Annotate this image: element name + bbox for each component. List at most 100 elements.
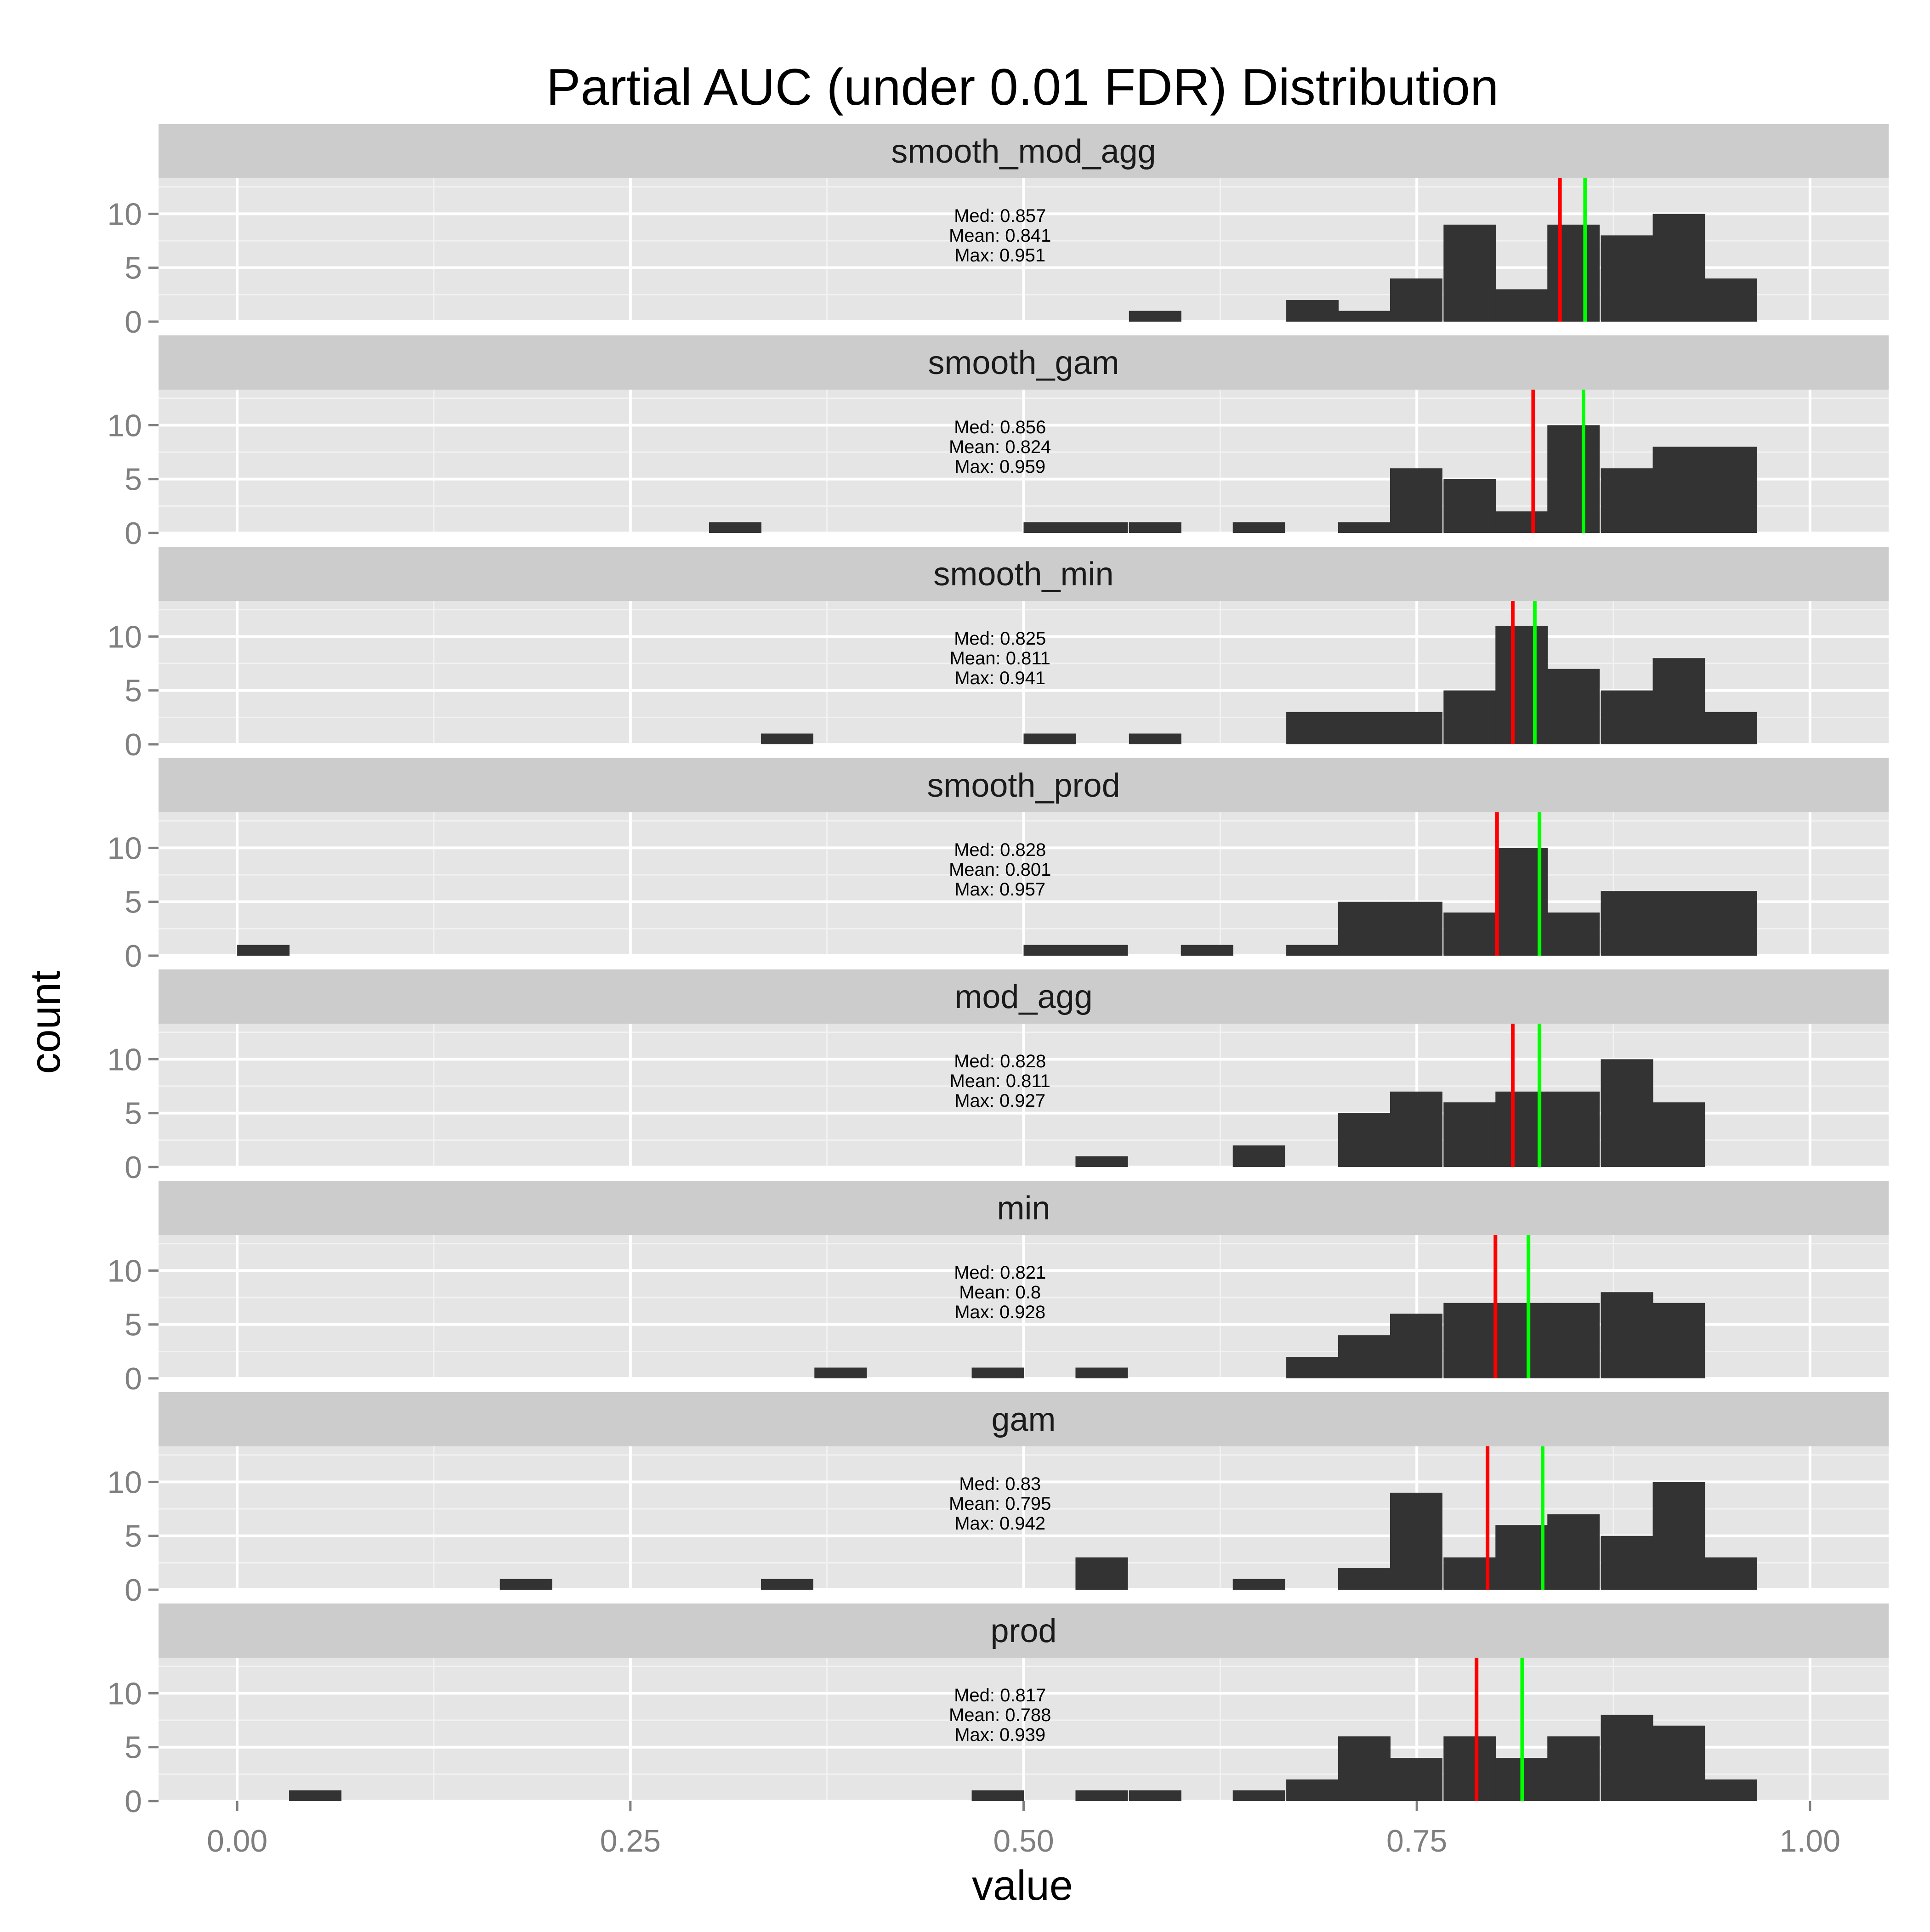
histogram-bar — [1232, 1790, 1285, 1801]
histogram-bar — [1390, 278, 1442, 322]
y-tick-label: 10 — [107, 1042, 142, 1077]
stats-annotation-line: Mean: 0.788 — [949, 1705, 1051, 1725]
histogram-bar — [1443, 224, 1496, 322]
histogram-bar — [1232, 522, 1285, 533]
stats-annotation-line: Med: 0.83 — [959, 1474, 1041, 1494]
y-tick-label: 5 — [125, 251, 142, 286]
y-tick-label: 10 — [107, 831, 142, 866]
facet-strip — [159, 547, 1889, 601]
histogram-bar — [1390, 901, 1442, 956]
histogram-bar — [1023, 945, 1076, 956]
histogram-bar — [1338, 901, 1391, 956]
histogram-bar — [1023, 522, 1076, 533]
stats-annotation-line: Max: 0.957 — [954, 879, 1045, 900]
y-tick-label: 10 — [107, 408, 142, 443]
stats-annotation-line: Med: 0.825 — [954, 629, 1046, 649]
histogram-bar — [1232, 1579, 1285, 1590]
histogram-bar — [1443, 1303, 1496, 1378]
histogram-bar — [1547, 224, 1600, 322]
x-tick-label: 1.00 — [1780, 1824, 1840, 1858]
y-tick-label: 5 — [125, 674, 142, 708]
histogram-bar — [1075, 1790, 1128, 1801]
y-tick-label: 0 — [125, 1150, 142, 1185]
y-tick-label: 10 — [107, 619, 142, 654]
facet-strip-label: smooth_gam — [928, 345, 1119, 381]
histogram-bar — [1547, 1303, 1600, 1378]
histogram-bar — [1443, 1736, 1496, 1801]
histogram-bar — [1443, 479, 1496, 533]
histogram-bar — [1601, 1059, 1653, 1167]
y-tick-label: 10 — [107, 1465, 142, 1500]
histogram-bar — [761, 733, 813, 744]
histogram-bar — [1286, 1357, 1339, 1378]
stats-annotation-line: Mean: 0.811 — [949, 1071, 1050, 1091]
histogram-bar — [1129, 311, 1181, 322]
stats-annotation-line: Med: 0.828 — [954, 840, 1046, 860]
histogram-bar — [1338, 1113, 1391, 1167]
histogram-bar — [1129, 522, 1181, 533]
histogram-bar — [1704, 891, 1757, 956]
histogram-bar — [1652, 1102, 1705, 1167]
facet-strip-label: mod_agg — [954, 979, 1092, 1015]
histogram-bar — [1390, 468, 1442, 533]
histogram-bar — [1547, 1091, 1600, 1167]
histogram-bar — [814, 1367, 867, 1378]
stats-annotation-line: Max: 0.951 — [954, 245, 1045, 266]
histogram-bar — [971, 1367, 1024, 1378]
histogram-bar — [1704, 278, 1757, 322]
histogram-bar — [1286, 712, 1339, 744]
facet-strip — [159, 1181, 1889, 1235]
facet-strip — [159, 758, 1889, 812]
histogram-bar — [1704, 1779, 1757, 1801]
histogram-bar — [1338, 311, 1391, 322]
y-tick-label: 0 — [125, 1361, 142, 1396]
y-tick-label: 0 — [125, 939, 142, 974]
histogram-bar — [1547, 1736, 1600, 1801]
histogram-bar — [1023, 733, 1076, 744]
histogram-bar — [1601, 1292, 1653, 1378]
histogram-bar — [1075, 522, 1128, 533]
stats-annotation-line: Med: 0.857 — [954, 206, 1046, 226]
histogram-bar — [1547, 425, 1600, 533]
histogram-bar — [1390, 1492, 1442, 1590]
y-tick-label: 0 — [125, 516, 142, 551]
histogram-bar — [1652, 1482, 1705, 1590]
y-tick-label: 10 — [107, 1253, 142, 1288]
y-tick-label: 5 — [125, 1096, 142, 1131]
facet-strip-label: gam — [991, 1401, 1056, 1438]
y-tick-label: 10 — [107, 197, 142, 232]
histogram-bar — [1547, 912, 1600, 956]
histogram-bar — [1338, 712, 1391, 744]
facet-strip — [159, 335, 1889, 390]
histogram-bar — [1129, 733, 1181, 744]
histogram-bar — [1075, 1557, 1128, 1590]
histogram-bar — [1390, 1758, 1442, 1801]
histogram-bar — [1652, 658, 1705, 744]
histogram-bar — [1652, 1303, 1705, 1378]
histogram-bar — [1495, 1303, 1548, 1378]
histogram-bar — [1704, 1557, 1757, 1590]
histogram-bar — [1601, 1715, 1653, 1801]
histogram-bar — [1232, 1145, 1285, 1167]
facet-strip — [159, 1603, 1889, 1658]
histogram-bar — [1338, 1736, 1391, 1801]
histogram-bar — [1443, 912, 1496, 956]
histogram-bar — [1390, 1314, 1442, 1378]
histogram-bar — [1286, 300, 1339, 322]
x-tick-label: 0.75 — [1386, 1824, 1447, 1858]
facet-strip — [159, 124, 1889, 178]
facet-strip-label: smooth_mod_agg — [891, 133, 1156, 170]
histogram-bar — [289, 1790, 342, 1801]
histogram-bar — [1495, 1525, 1548, 1590]
x-tick-label: 0.50 — [993, 1824, 1054, 1858]
histogram-bar — [1075, 945, 1128, 956]
stats-annotation-line: Max: 0.928 — [954, 1302, 1045, 1322]
histogram-bar — [1601, 468, 1653, 533]
stats-annotation-line: Mean: 0.795 — [949, 1494, 1051, 1514]
stats-annotation-line: Med: 0.856 — [954, 417, 1046, 437]
